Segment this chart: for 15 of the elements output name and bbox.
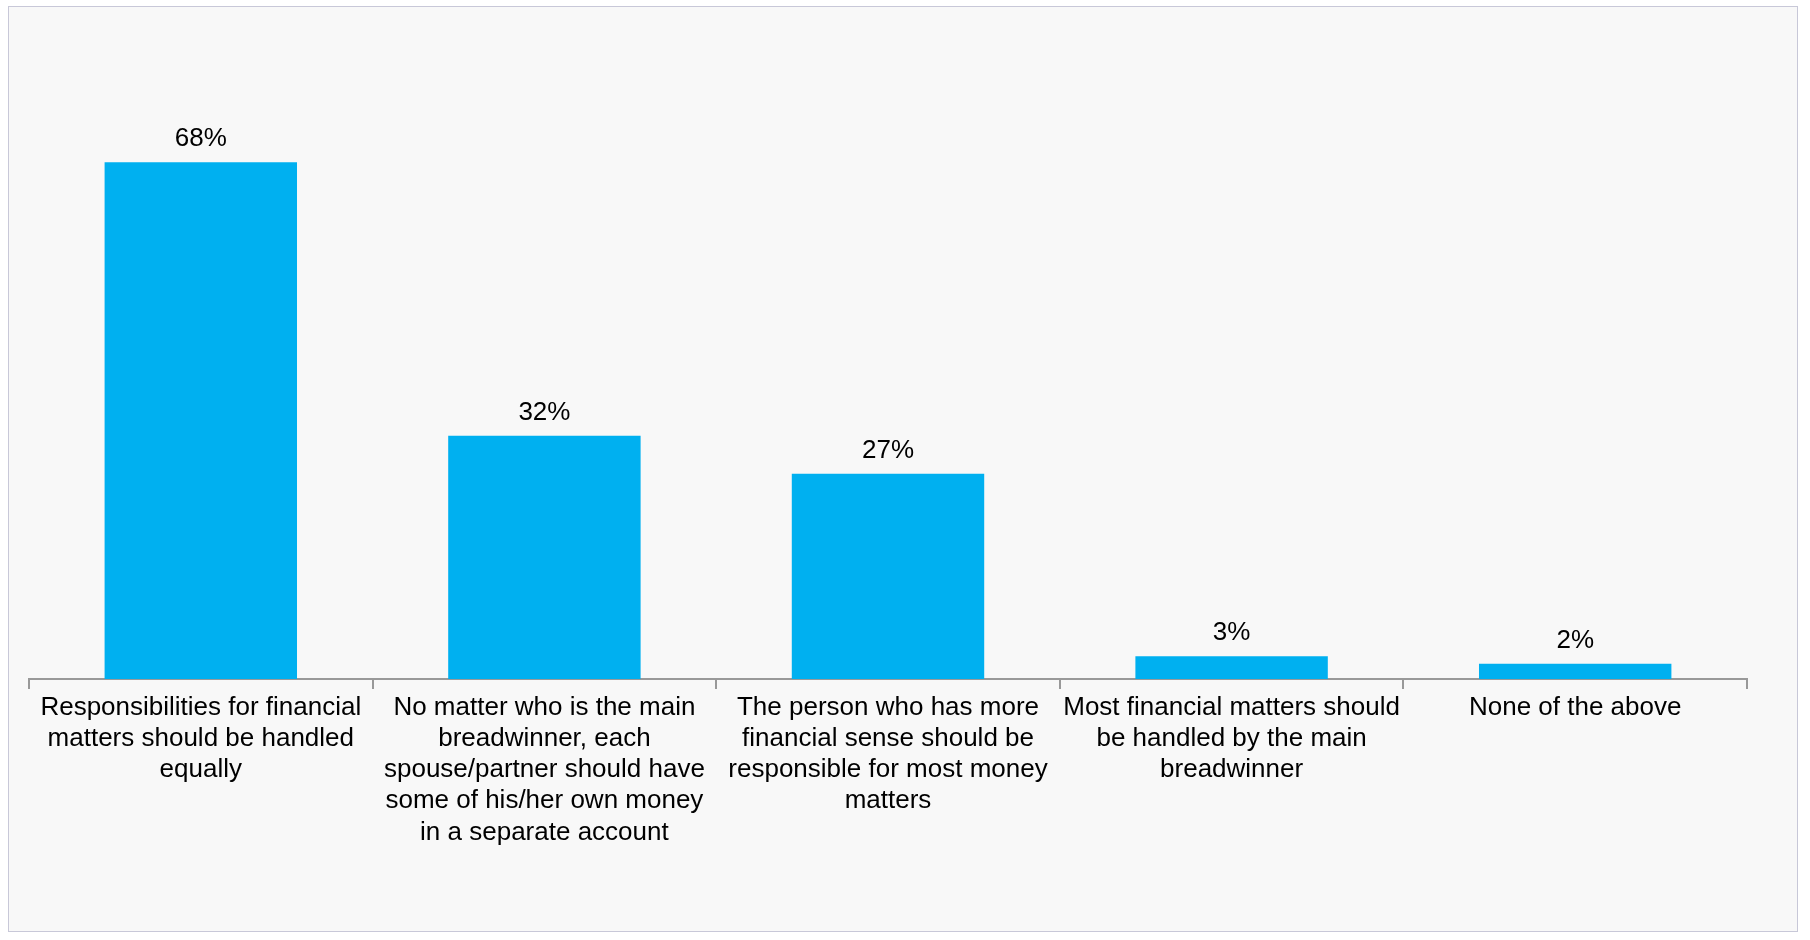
data-label: 32%	[518, 395, 571, 426]
bar	[448, 435, 641, 679]
x-tick-label: Most financial matters should be handled by the main breadwinner	[1063, 690, 1400, 784]
x-tick-label: The person who has more financial sense should be responsible for most money matters	[728, 690, 1048, 815]
bar	[1135, 656, 1328, 679]
bar	[791, 473, 985, 679]
bar	[1478, 663, 1672, 679]
data-label: 2%	[1556, 623, 1594, 654]
x-tick-label: No matter who is the main breadwinner, each spouse/partner should have some of his/her own money in a separate account	[383, 690, 705, 846]
bar	[104, 162, 298, 679]
data-label: 27%	[861, 433, 915, 464]
x-tick-label: Responsibilities for financial matters should be handled equally	[40, 690, 362, 784]
data-label: 68%	[174, 122, 227, 153]
data-label: 3%	[1212, 616, 1251, 647]
x-tick-label: None of the above	[1468, 690, 1682, 721]
